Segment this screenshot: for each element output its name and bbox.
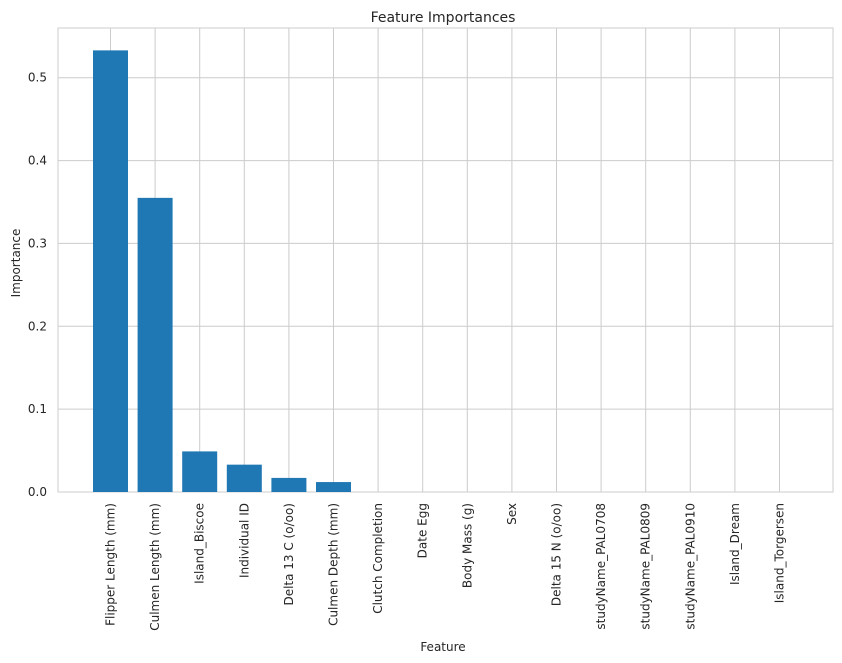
y-tick-label: 0.1 [28, 402, 47, 416]
x-tick-label: Body Mass (g) [460, 503, 474, 588]
bar [271, 477, 307, 492]
x-tick-label: Island_Dream [728, 503, 742, 585]
y-tick-label: 0.0 [28, 485, 47, 499]
x-tick-label: Culmen Length (mm) [148, 503, 162, 631]
y-tick-label: 0.4 [28, 154, 47, 168]
x-tick-label: Flipper Length (mm) [104, 503, 118, 626]
y-tick-label: 0.5 [28, 71, 47, 85]
y-tick-label: 0.3 [28, 236, 47, 250]
y-tick-label: 0.2 [28, 319, 47, 333]
x-axis-label: Feature [420, 640, 465, 654]
y-axis-label: Importance [9, 229, 23, 298]
y-tick-labels: 0.0 0.1 0.2 0.3 0.4 0.5 [28, 71, 47, 499]
x-tick-label: Delta 15 N (o/oo) [550, 503, 564, 606]
y-gridlines [58, 77, 833, 493]
x-tick-label: Island_Torgersen [773, 503, 787, 603]
bar [93, 50, 128, 492]
x-tick-label: Delta 13 C (o/oo) [282, 503, 296, 606]
x-tick-label: Individual ID [237, 503, 251, 578]
x-tick-labels: Flipper Length (mm) Culmen Length (mm) Isl… [104, 503, 787, 631]
bar [182, 451, 218, 492]
x-tick-label: Date Egg [416, 503, 430, 558]
bar [226, 464, 262, 492]
x-gridlines [110, 28, 780, 492]
bars [93, 50, 351, 492]
x-tick-label: Culmen Depth (mm) [327, 503, 341, 626]
x-tick-label: studyName_PAL0708 [594, 503, 608, 630]
x-tick-label: Sex [505, 503, 519, 525]
x-tick-label: Clutch Completion [371, 503, 385, 614]
bar [137, 197, 173, 492]
x-tick-label: studyName_PAL0910 [683, 503, 697, 630]
x-tick-label: studyName_PAL0809 [639, 503, 653, 630]
x-tick-label: Island_Biscoe [193, 503, 207, 584]
plot-frame [57, 27, 834, 493]
chart-title: Feature Importances [371, 10, 516, 26]
bar [316, 482, 351, 492]
